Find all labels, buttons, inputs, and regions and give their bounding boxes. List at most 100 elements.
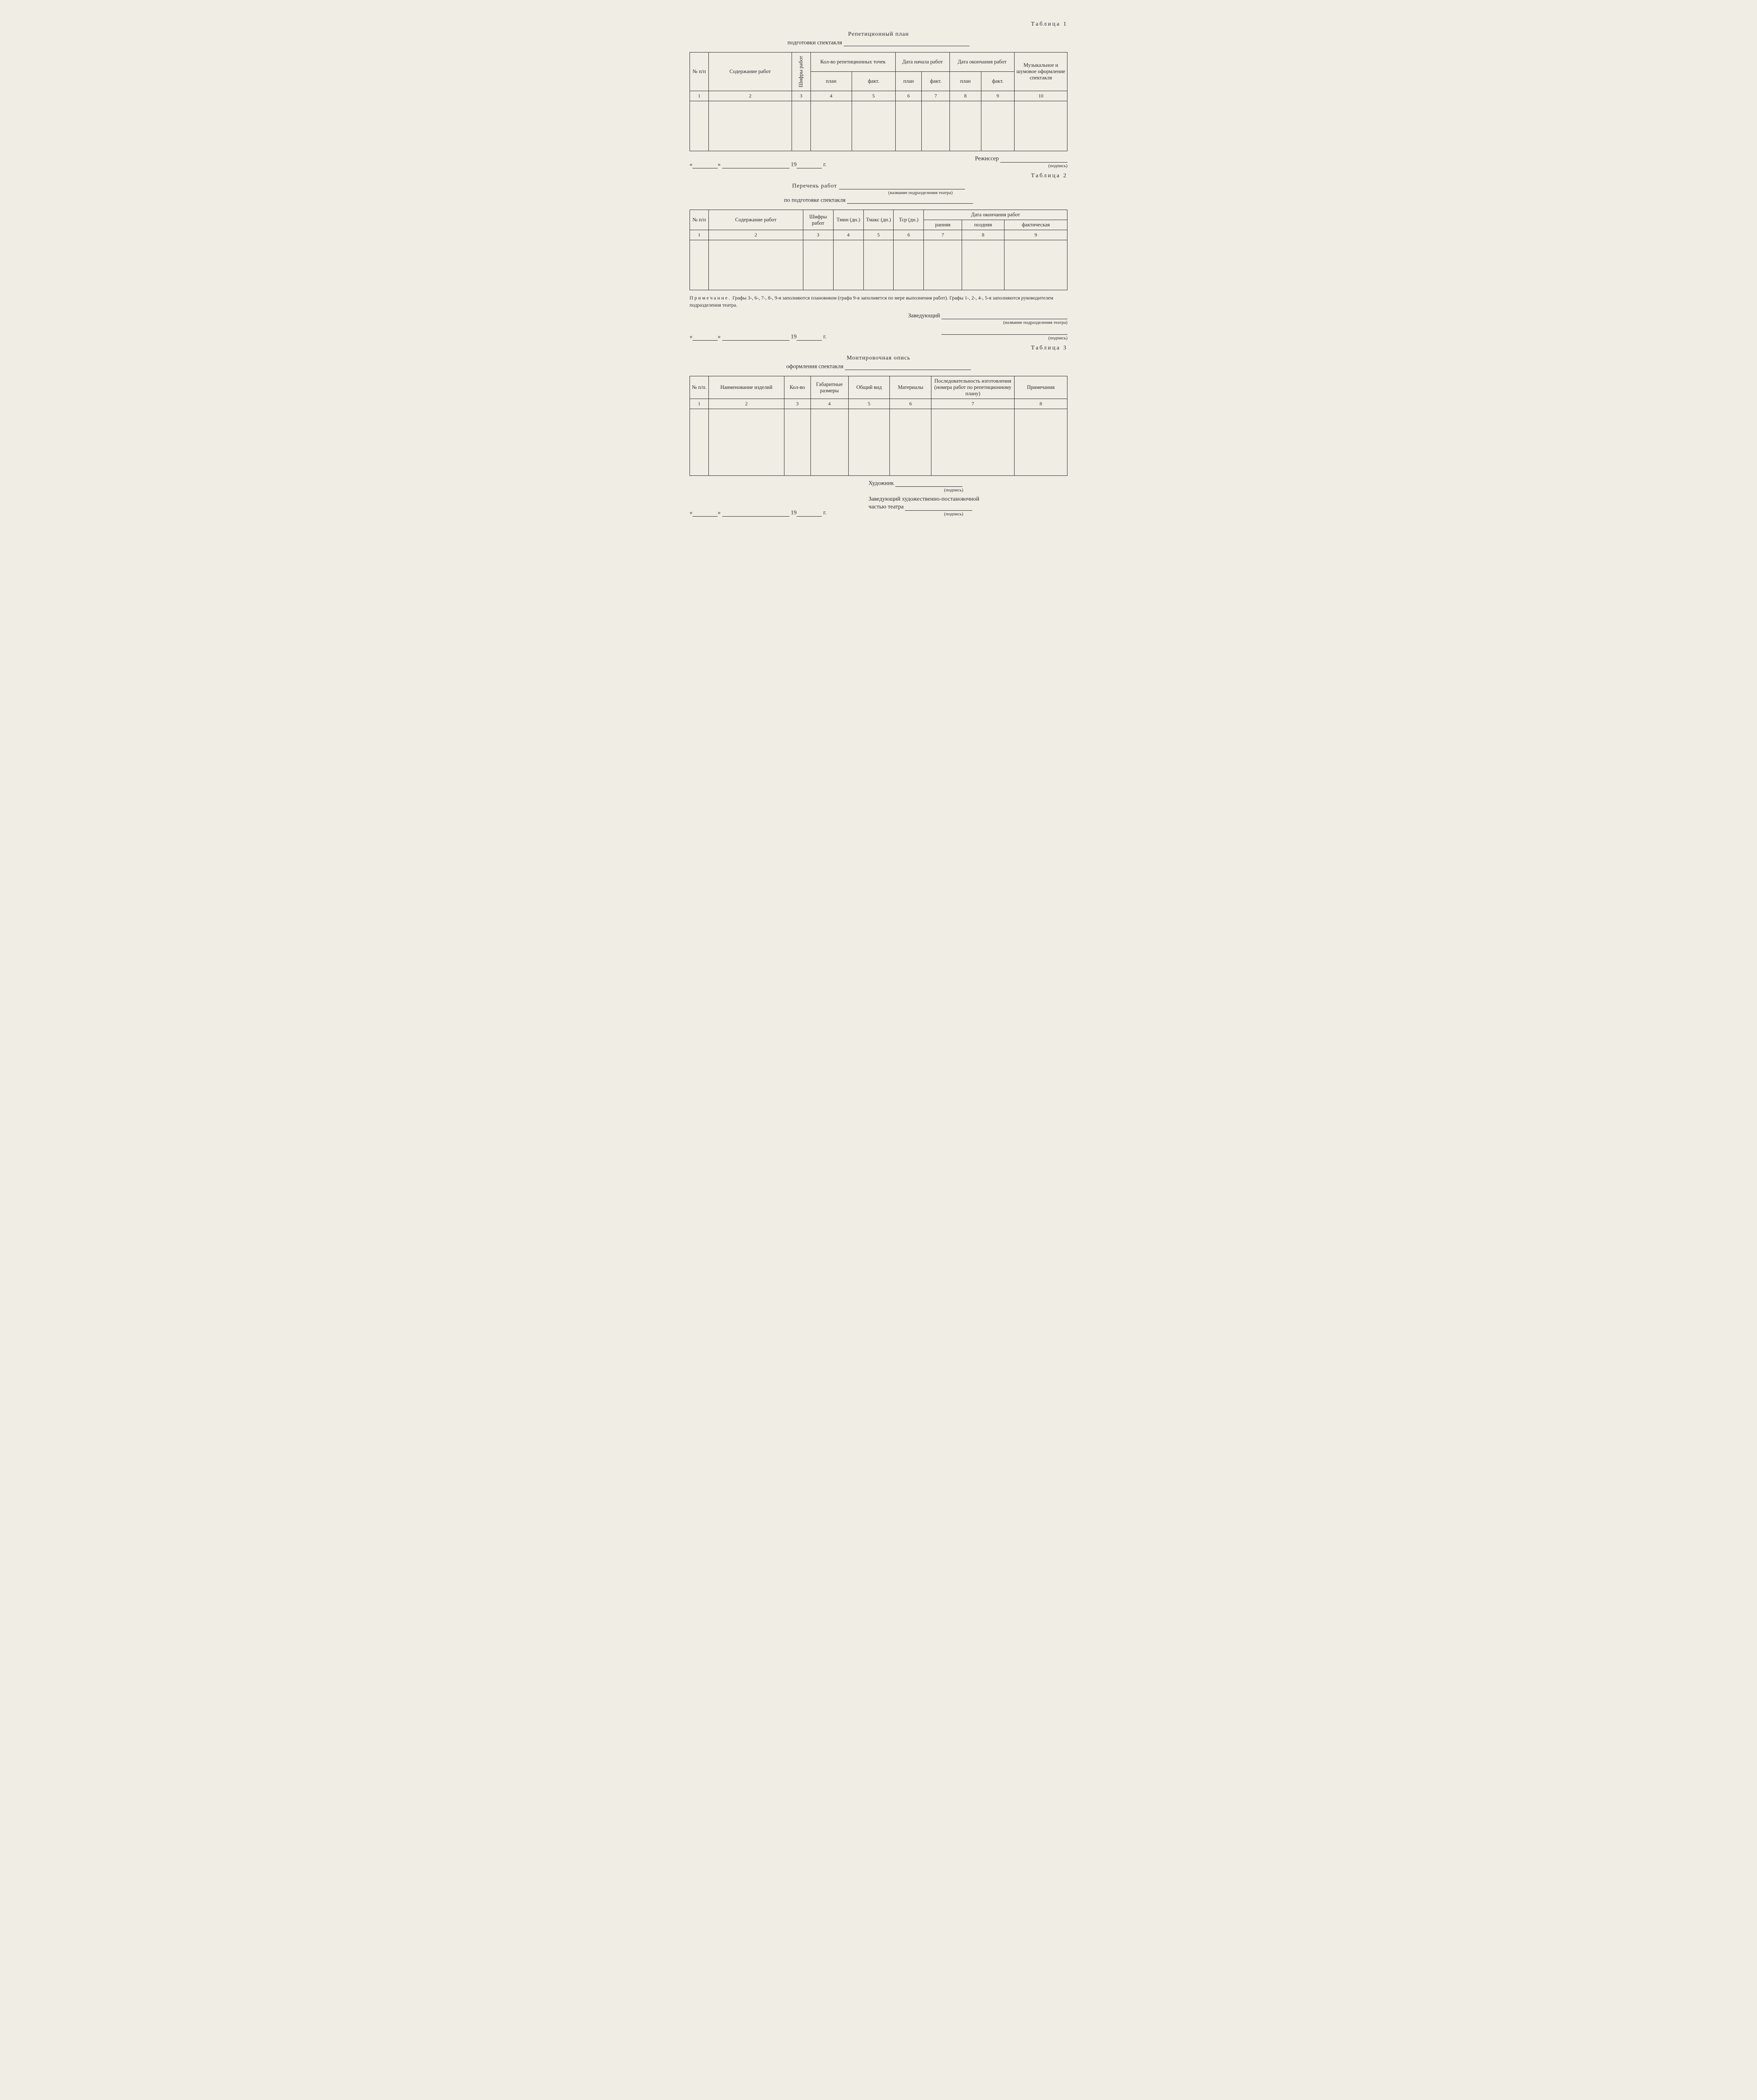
table2-play-blank[interactable] — [847, 197, 973, 204]
blank-cell[interactable] — [708, 101, 792, 151]
blank-cell[interactable] — [792, 101, 810, 151]
colnum: 8 — [950, 91, 981, 101]
blank-cell[interactable] — [848, 409, 890, 476]
th-tmax: Тмакс (дн.) — [863, 210, 894, 230]
th-sequence: Последовательность изготовления (номера … — [931, 376, 1015, 399]
th-start: Дата начала работ — [895, 52, 949, 72]
colnum: 6 — [890, 399, 931, 409]
colnum: 5 — [848, 399, 890, 409]
blank-cell[interactable] — [1015, 409, 1067, 476]
blank-cell[interactable] — [803, 240, 833, 290]
th-notes: Примечания — [1015, 376, 1067, 399]
th-actual: фактическая — [1004, 220, 1067, 230]
signature-line[interactable] — [895, 480, 962, 487]
blank-cell[interactable] — [895, 101, 922, 151]
colnum: 5 — [852, 91, 895, 101]
th-content: Содержание работ — [708, 210, 803, 230]
year-prefix: 19 — [791, 510, 797, 516]
colnum: 7 — [931, 399, 1015, 409]
blank-cell[interactable] — [708, 409, 784, 476]
th-materials: Материалы — [890, 376, 931, 399]
signature-line[interactable] — [941, 312, 1067, 319]
colnum: 7 — [924, 230, 962, 240]
blank-cell[interactable] — [708, 240, 803, 290]
blank-cell[interactable] — [894, 240, 924, 290]
table1-play-name-blank[interactable] — [844, 39, 970, 46]
table3-label: Таблица 3 — [690, 345, 1067, 352]
colnum: 10 — [1015, 91, 1067, 101]
blank-cell[interactable] — [863, 240, 894, 290]
year-suffix: г. — [823, 334, 827, 340]
blank-cell[interactable] — [981, 101, 1014, 151]
th-late: поздняя — [962, 220, 1004, 230]
blank-cell[interactable] — [922, 101, 950, 151]
table2-dept-blank[interactable] — [839, 183, 965, 189]
year-suffix: г. — [823, 510, 827, 516]
blank-cell[interactable] — [890, 409, 931, 476]
date-field[interactable]: «» 19 г. — [690, 333, 826, 340]
th-plan1: план — [810, 72, 852, 91]
table3-subtitle: оформления спектакля — [690, 363, 1067, 370]
colnum: 5 — [863, 230, 894, 240]
blank-cell[interactable] — [833, 240, 863, 290]
th-fact3: факт. — [981, 72, 1014, 91]
signature-line[interactable] — [1000, 155, 1067, 162]
colnum: 7 — [922, 91, 950, 101]
colnum: 9 — [1004, 230, 1067, 240]
blank-cell[interactable] — [690, 101, 709, 151]
blank-cell[interactable] — [852, 101, 895, 151]
th-plan2: план — [895, 72, 922, 91]
blank-cell[interactable] — [690, 409, 709, 476]
blank-cell[interactable] — [1004, 240, 1067, 290]
table3-play-blank[interactable] — [845, 363, 971, 370]
table3: № п/п. Наименование изделий Кол-во Габар… — [690, 376, 1067, 476]
signature-line2[interactable] — [905, 504, 972, 510]
th-music: Музыкальное и шумовое оформление спектак… — [1015, 52, 1067, 91]
sig-caption2: (подпись) — [843, 336, 1067, 341]
blank-cell[interactable] — [690, 240, 709, 290]
date-field[interactable]: «» 19 г. — [690, 161, 826, 168]
blank-cell[interactable] — [924, 240, 962, 290]
colnum: 2 — [708, 399, 784, 409]
th-codes: Шифры работ — [803, 210, 833, 230]
colnum: 1 — [690, 399, 709, 409]
colnum: 3 — [784, 399, 810, 409]
signer-label: Заведующий — [908, 312, 940, 319]
th-reppoints: Кол-во репетиционных точек — [810, 52, 895, 72]
signature-line2[interactable] — [941, 328, 1067, 334]
table2-title: Перечень работ — [792, 183, 837, 189]
quote-open: « — [690, 334, 692, 340]
blank-cell[interactable] — [810, 101, 852, 151]
colnum: 2 — [708, 230, 803, 240]
colnum: 1 — [690, 230, 709, 240]
signer2-line1: Заведующий художественно-постановочной — [868, 496, 979, 502]
colnum: 3 — [792, 91, 810, 101]
table1-label: Таблица 1 — [690, 21, 1067, 28]
th-end: Дата окончания работ — [950, 52, 1015, 72]
th-npp: № п/п — [690, 210, 709, 230]
quote-open: « — [690, 510, 692, 516]
blank-cell[interactable] — [810, 409, 848, 476]
th-fact2: факт. — [922, 72, 950, 91]
th-tmin: Тмин (дн.) — [833, 210, 863, 230]
th-content: Содержание работ — [708, 52, 792, 91]
blank-cell[interactable] — [962, 240, 1004, 290]
blank-cell[interactable] — [784, 409, 810, 476]
table1-subtitle-prefix: подготовки спектакля — [787, 39, 842, 46]
th-dims: Габаритные размеры — [810, 376, 848, 399]
colnum: 9 — [981, 91, 1014, 101]
blank-cell[interactable] — [931, 409, 1015, 476]
blank-cell[interactable] — [1015, 101, 1067, 151]
colnum: 6 — [894, 230, 924, 240]
year-suffix: г. — [823, 162, 827, 168]
colnum: 4 — [833, 230, 863, 240]
th-enddate: Дата окончания работ — [924, 210, 1067, 220]
blank-cell[interactable] — [950, 101, 981, 151]
date-field[interactable]: «» 19 г. — [690, 509, 826, 516]
table1: № п/п Содержание работ Шифры работ Кол-в… — [690, 52, 1067, 151]
table2-subtitle: по подготовке спектакля — [690, 197, 1067, 204]
table2: № п/п Содержание работ Шифры работ Тмин … — [690, 210, 1067, 290]
colnum: 4 — [810, 399, 848, 409]
signer2-line2: частью театра — [868, 504, 904, 510]
th-early: ранняя — [924, 220, 962, 230]
